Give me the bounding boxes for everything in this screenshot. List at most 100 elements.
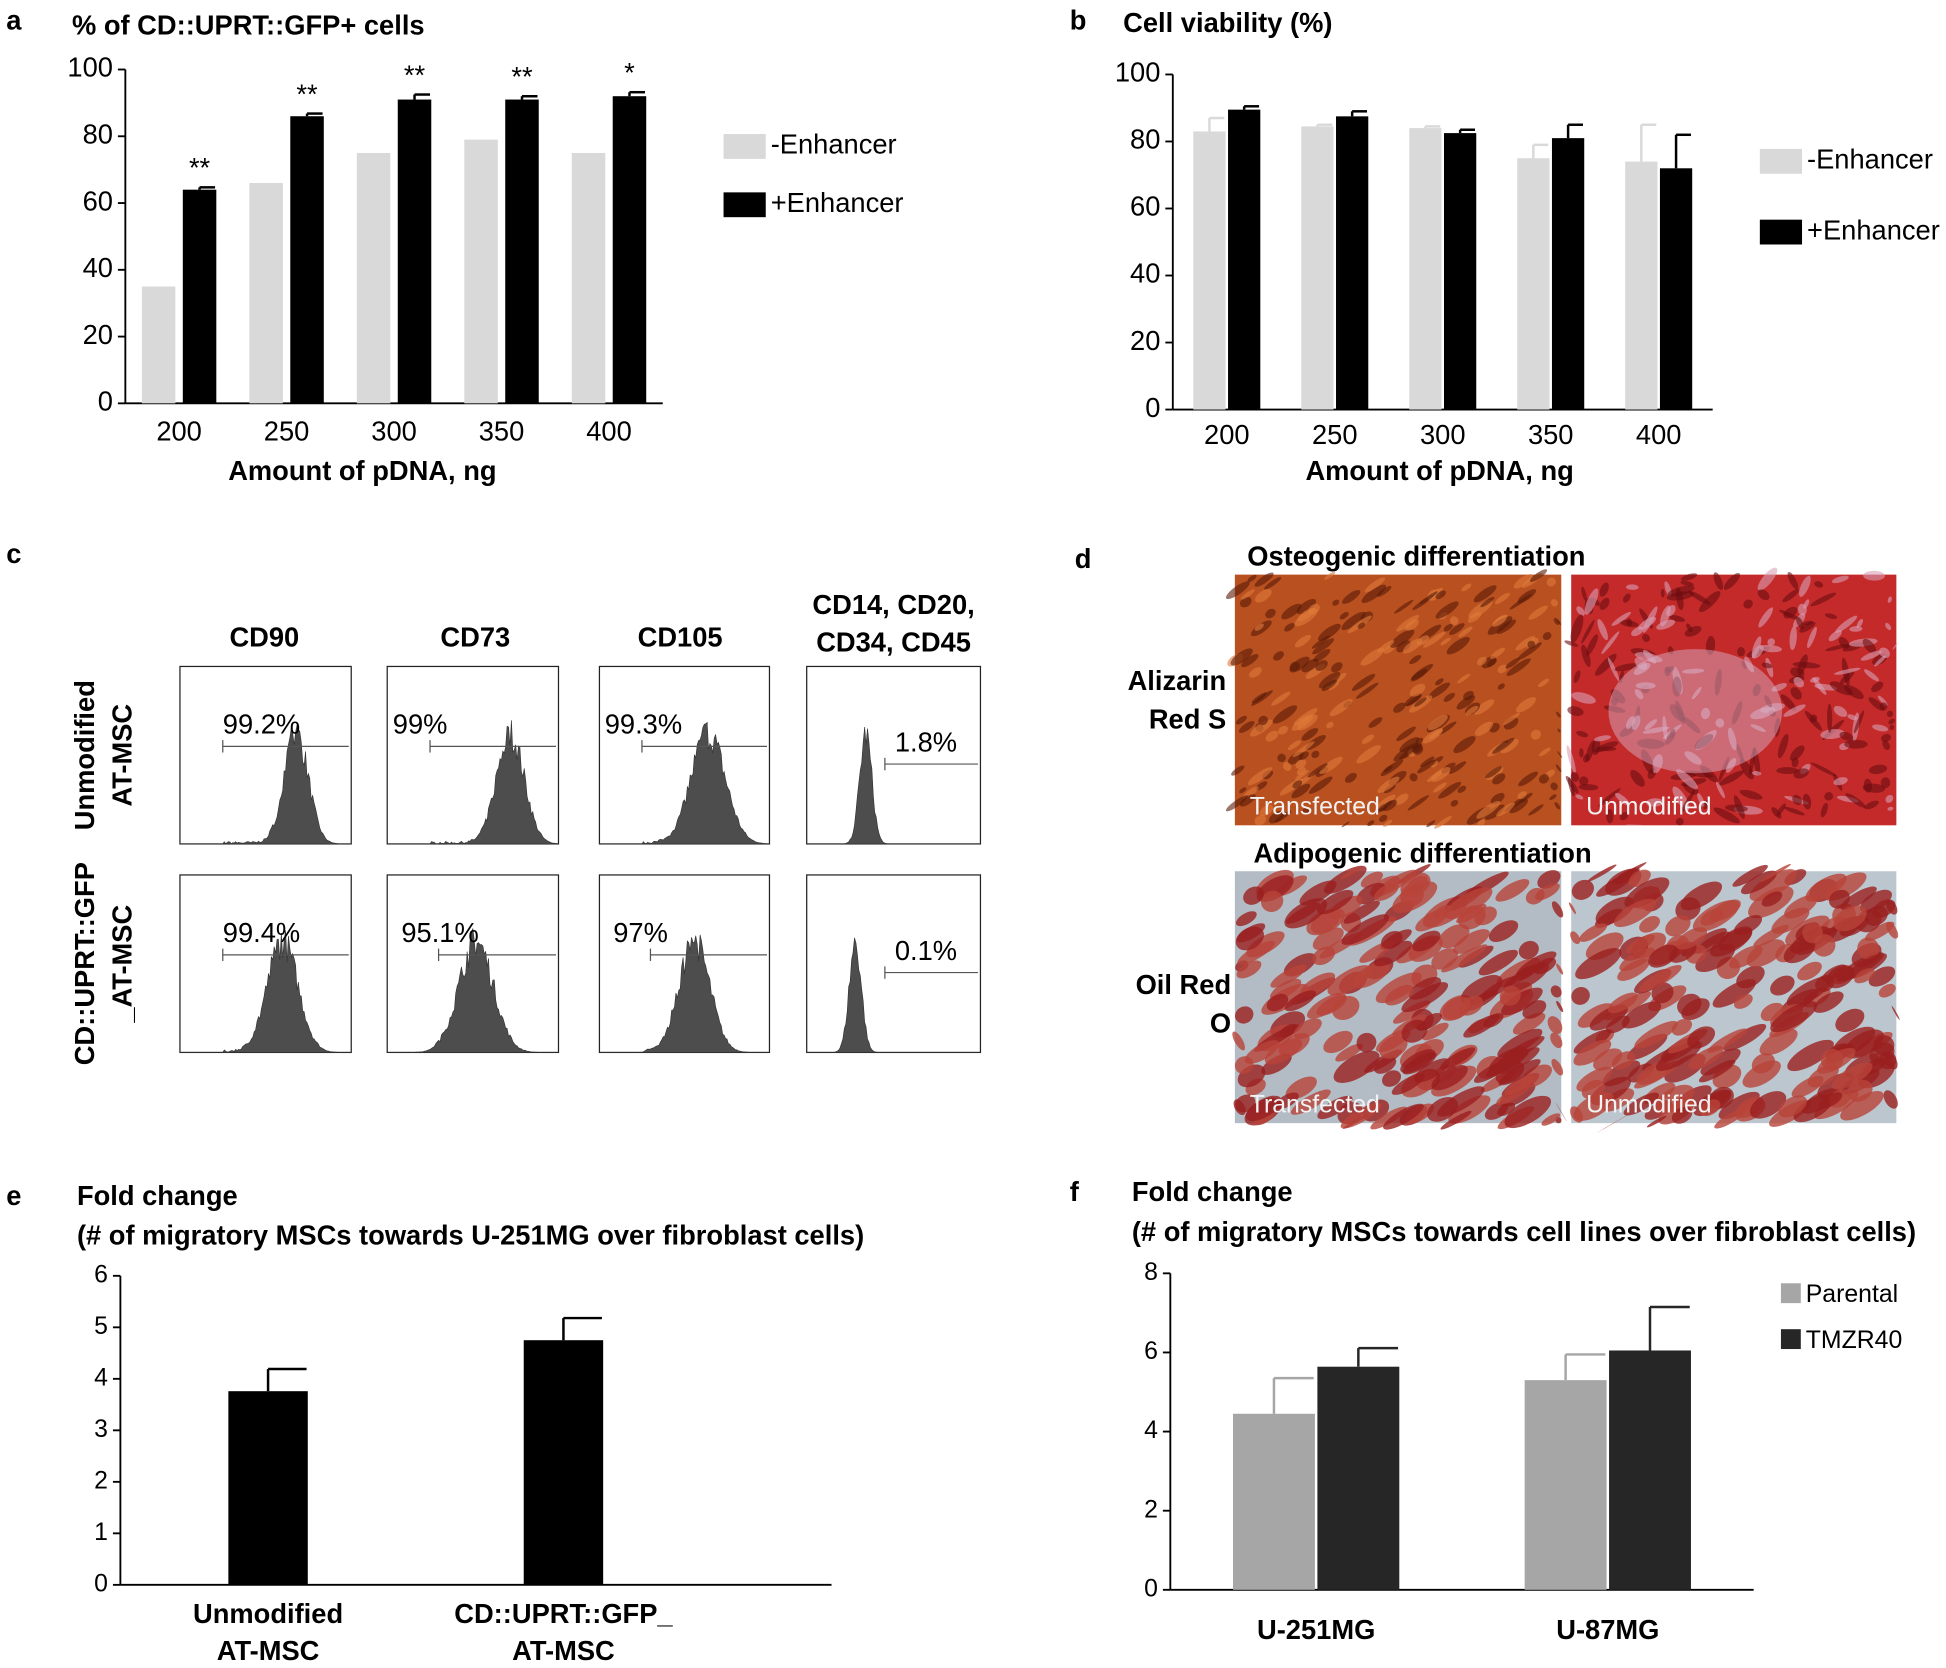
lipid-cell [1847, 953, 1887, 979]
legend-label: -Enhancer [1807, 144, 1933, 175]
lipid-cell [1312, 927, 1344, 951]
lipid-cell [1784, 895, 1818, 919]
texture [1635, 682, 1656, 690]
texture [1774, 717, 1781, 737]
texture [1289, 661, 1300, 672]
lipid-cell [1728, 945, 1763, 969]
texture [1268, 810, 1285, 824]
lipid-cell [1391, 1073, 1425, 1095]
texture [1799, 621, 1816, 633]
lipid-cell [1859, 889, 1892, 913]
texture [1461, 583, 1472, 592]
texture [1377, 640, 1395, 653]
texture [1814, 581, 1824, 588]
texture [1777, 733, 1789, 759]
significance-mark: ** [511, 61, 533, 92]
texture [1862, 783, 1886, 793]
lipid-cell [1382, 1070, 1402, 1087]
bar [523, 1340, 604, 1585]
texture [1296, 714, 1318, 731]
bar [290, 116, 324, 404]
texture [1715, 718, 1725, 728]
bar [141, 286, 176, 404]
lipid-cell [1699, 1099, 1721, 1117]
texture [1449, 761, 1467, 774]
lipid-cell [1556, 1000, 1564, 1013]
texture [1528, 605, 1548, 620]
y-tick-label: 20 [1130, 325, 1160, 356]
texture [1793, 677, 1805, 688]
y-tick-label: 1 [94, 1519, 108, 1546]
texture [1364, 577, 1386, 593]
texture [1789, 745, 1805, 761]
texture [1802, 793, 1812, 810]
texture [1251, 690, 1273, 706]
texture [1505, 657, 1520, 669]
chart-subtitle: (# of migratory MSCs towards U-251MG ove… [77, 1220, 864, 1251]
texture [1845, 793, 1866, 808]
texture [1829, 681, 1853, 696]
texture [1767, 638, 1776, 646]
texture [1840, 670, 1855, 684]
significance-mark: ** [189, 152, 211, 183]
texture [1517, 589, 1537, 604]
panel-letter: c [6, 538, 21, 569]
lipid-cell [1440, 1110, 1472, 1130]
texture [1610, 697, 1618, 706]
texture [1619, 812, 1629, 821]
lipid-cell [1327, 965, 1373, 996]
x-tick-label: 350 [1528, 419, 1574, 450]
texture [1885, 794, 1894, 803]
lipid-cell [1579, 923, 1608, 942]
texture [1272, 705, 1298, 724]
texture [1667, 646, 1674, 655]
texture [1427, 714, 1448, 731]
texture [1430, 760, 1439, 768]
column-header: CD105 [638, 621, 723, 652]
lipid-cell [1621, 1001, 1662, 1029]
texture [1637, 738, 1665, 749]
lipid-cell [1401, 982, 1449, 1013]
x-tick-label: 400 [586, 415, 632, 446]
texture [1435, 601, 1459, 619]
texture [1882, 740, 1890, 750]
texture [1591, 739, 1601, 756]
lipid-cell [1266, 993, 1289, 1012]
texture [1684, 625, 1702, 637]
texture [1776, 767, 1799, 775]
lipid-cell [1847, 1079, 1873, 1102]
texture [1492, 615, 1507, 627]
texture [1383, 799, 1397, 812]
texture [1396, 614, 1420, 632]
texture [1575, 794, 1584, 800]
texture [1759, 644, 1782, 653]
lipid-cell [1427, 1097, 1458, 1122]
bar [505, 99, 539, 404]
lipid-cell [1778, 1095, 1807, 1118]
y-tick-label: 100 [1115, 57, 1161, 88]
texture [1307, 763, 1328, 778]
texture [1516, 697, 1537, 713]
texture [1301, 727, 1319, 741]
lipid-cell [1360, 871, 1384, 888]
texture [1581, 586, 1587, 601]
stain-label: Red S [1149, 703, 1226, 734]
y-tick-label: 4 [94, 1364, 108, 1391]
texture [1824, 792, 1834, 801]
texture [1301, 658, 1319, 673]
texture [1239, 787, 1247, 794]
lipid-cell [1813, 991, 1844, 1013]
texture [1699, 765, 1718, 783]
texture [1741, 660, 1747, 670]
texture [1682, 668, 1705, 674]
texture [1868, 764, 1888, 775]
texture [1265, 608, 1276, 619]
lipid-cell [1805, 873, 1847, 902]
texture [1278, 725, 1288, 735]
lipid-cell [1340, 1102, 1382, 1129]
lipid-cell [1463, 1014, 1500, 1038]
x-tick-label: 300 [371, 415, 417, 446]
texture [1312, 638, 1335, 655]
texture [1496, 802, 1516, 817]
legend-swatch [1780, 1329, 1801, 1350]
